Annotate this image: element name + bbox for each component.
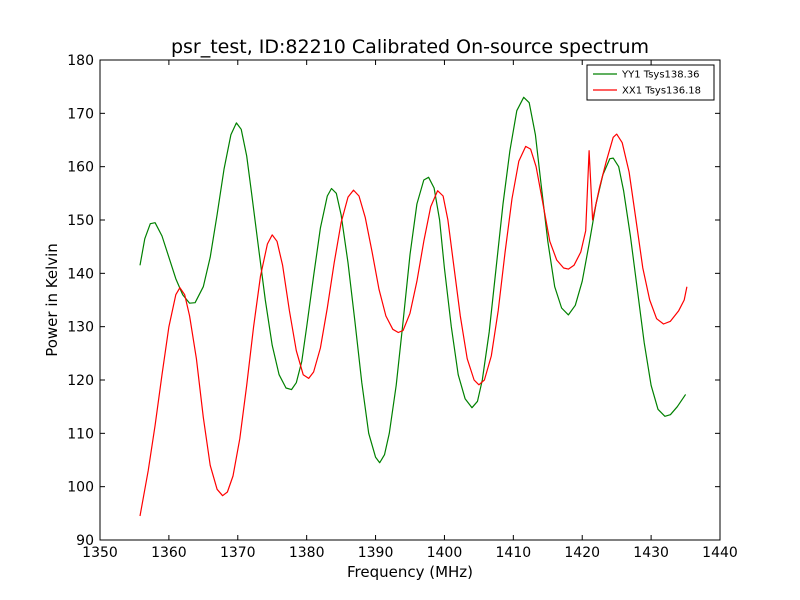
y-tick-label: 100 bbox=[67, 480, 94, 496]
y-tick-label: 160 bbox=[67, 160, 94, 176]
x-tick-label: 1420 bbox=[564, 545, 600, 561]
x-tick-label: 1400 bbox=[427, 545, 463, 561]
series-line-xx1 bbox=[139, 133, 688, 517]
y-tick-label: 130 bbox=[67, 320, 94, 336]
x-tick-label: 1370 bbox=[220, 545, 256, 561]
y-tick-label: 90 bbox=[76, 533, 94, 549]
y-tick-label: 180 bbox=[67, 53, 94, 69]
x-tick-label: 1430 bbox=[633, 545, 669, 561]
series-line-yy1 bbox=[139, 96, 687, 464]
legend-label-yy1: YY1 Tsys138.36 bbox=[621, 70, 700, 81]
x-tick-label: 1440 bbox=[702, 545, 738, 561]
y-tick-label: 120 bbox=[67, 373, 94, 389]
x-axis-label: Frequency (MHz) bbox=[347, 563, 473, 581]
y-tick-label: 140 bbox=[67, 266, 94, 282]
y-tick-label: 150 bbox=[67, 213, 94, 229]
x-tick-label: 1410 bbox=[496, 545, 532, 561]
y-axis-label: Power in Kelvin bbox=[43, 243, 61, 357]
chart-title: psr_test, ID:82210 Calibrated On-source … bbox=[171, 36, 649, 58]
x-tick-label: 1390 bbox=[358, 545, 394, 561]
plot-frame bbox=[99, 59, 721, 541]
y-tick-label: 110 bbox=[67, 426, 94, 442]
legend: YY1 Tsys138.36 XX1 Tsys136.18 bbox=[586, 64, 715, 101]
series-layer bbox=[139, 96, 688, 517]
x-tick-label: 1350 bbox=[82, 545, 118, 561]
x-tick-label: 1360 bbox=[151, 545, 187, 561]
tick-layer: 1350 1360 1370 1380 1390 1400 1410 1420 1430 1440… bbox=[67, 53, 738, 561]
legend-label-xx1: XX1 Tsys136.18 bbox=[622, 86, 701, 97]
y-tick-label: 170 bbox=[67, 106, 94, 122]
legend-frame bbox=[586, 64, 715, 101]
x-tick-label: 1380 bbox=[289, 545, 325, 561]
